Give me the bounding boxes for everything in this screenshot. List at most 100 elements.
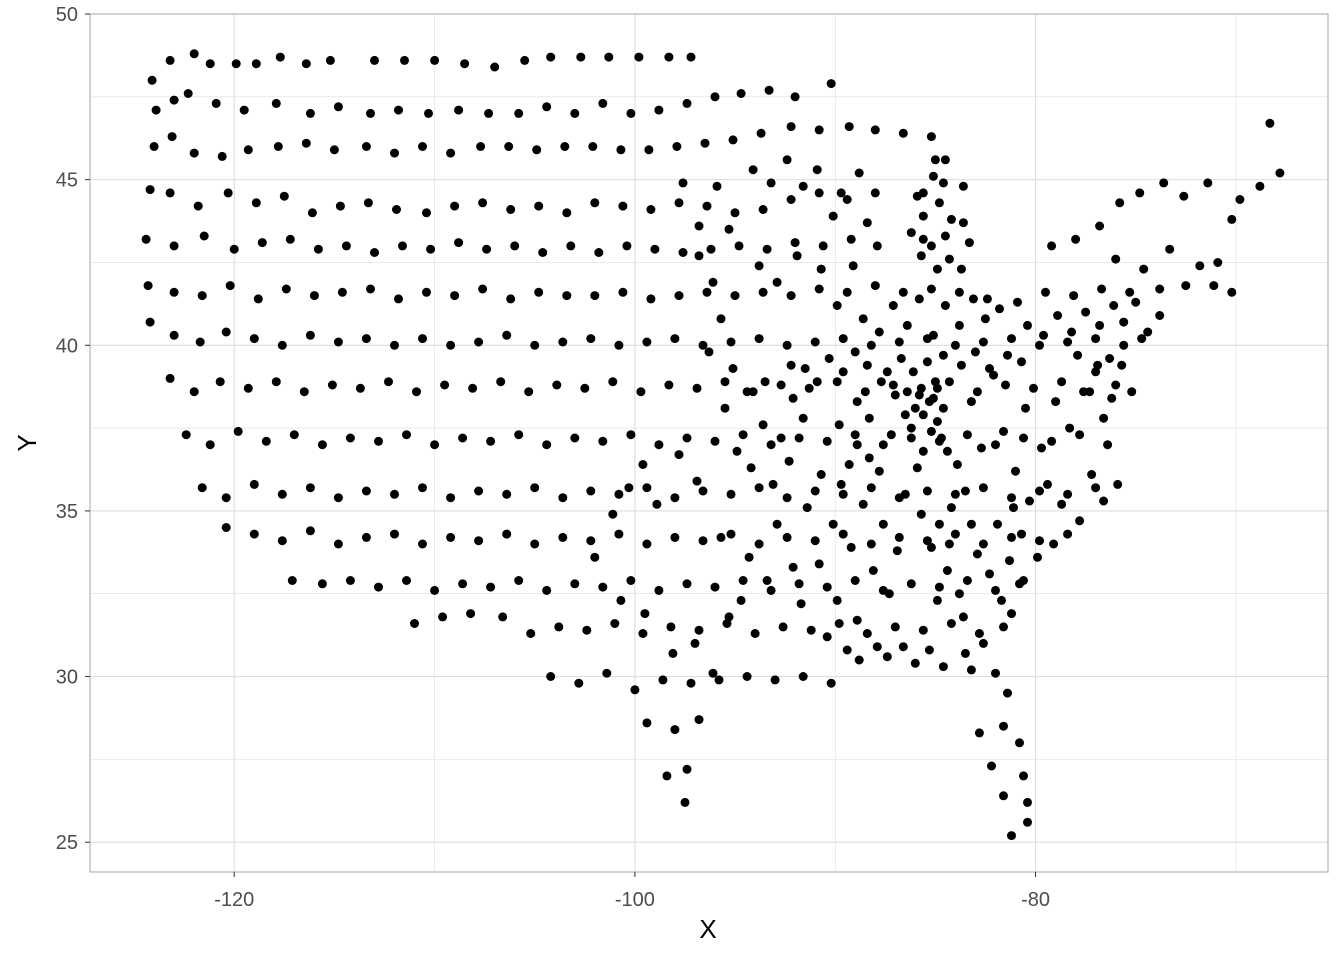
- data-point: [862, 360, 872, 370]
- data-point: [313, 244, 323, 254]
- data-point: [822, 582, 832, 592]
- data-point: [898, 287, 908, 297]
- data-point: [1095, 320, 1105, 330]
- data-point: [402, 430, 411, 440]
- data-point: [710, 92, 720, 102]
- data-point: [1275, 168, 1285, 178]
- data-point: [928, 171, 938, 181]
- data-point: [826, 678, 836, 688]
- data-point: [486, 436, 496, 446]
- data-point: [978, 638, 988, 648]
- data-point: [1091, 334, 1101, 344]
- data-point: [1023, 797, 1032, 807]
- data-point: [189, 387, 199, 397]
- data-point: [221, 493, 231, 503]
- data-point: [720, 377, 730, 387]
- data-point: [394, 294, 403, 304]
- data-point: [570, 579, 580, 589]
- data-point: [878, 519, 888, 529]
- data-point: [746, 463, 756, 473]
- data-point: [333, 539, 343, 549]
- data-point: [570, 433, 580, 443]
- data-point: [666, 622, 676, 632]
- data-point: [361, 334, 371, 344]
- data-point: [832, 377, 842, 387]
- data-point: [239, 105, 249, 115]
- data-point: [333, 337, 343, 347]
- data-point: [702, 287, 712, 297]
- data-point: [918, 446, 928, 456]
- data-point: [754, 539, 764, 549]
- data-point: [482, 244, 492, 254]
- data-point: [458, 433, 468, 443]
- plot-background: [90, 14, 1328, 872]
- data-point: [478, 198, 488, 208]
- data-point: [223, 188, 233, 198]
- data-point: [834, 619, 844, 628]
- data-point: [558, 337, 568, 347]
- data-point: [788, 393, 798, 403]
- data-point: [1179, 191, 1189, 201]
- data-point: [1049, 539, 1059, 549]
- data-point: [900, 410, 910, 420]
- data-point: [145, 185, 155, 195]
- data-point: [954, 287, 964, 297]
- data-point: [1035, 486, 1044, 496]
- data-point: [1007, 831, 1016, 841]
- data-point: [650, 244, 660, 254]
- data-point: [932, 417, 942, 426]
- data-point: [1019, 433, 1028, 443]
- data-point: [1131, 297, 1141, 307]
- data-point: [361, 142, 371, 151]
- data-point: [902, 387, 912, 397]
- data-point: [706, 244, 716, 254]
- data-point: [872, 642, 882, 652]
- data-point: [654, 585, 664, 595]
- data-point: [772, 277, 782, 287]
- data-point: [576, 52, 586, 62]
- data-point: [956, 264, 966, 274]
- data-point: [418, 483, 427, 493]
- data-point: [307, 208, 317, 218]
- data-point: [708, 277, 718, 287]
- data-point: [370, 248, 379, 257]
- data-point: [634, 52, 644, 62]
- data-point: [760, 377, 770, 387]
- data-point: [355, 383, 365, 393]
- data-point: [906, 423, 916, 433]
- data-point: [972, 549, 982, 559]
- data-point: [646, 205, 656, 214]
- data-point: [802, 503, 812, 513]
- data-point: [754, 261, 764, 271]
- data-point: [271, 377, 281, 387]
- data-point: [982, 294, 992, 304]
- data-point: [926, 132, 936, 142]
- data-point: [968, 294, 978, 304]
- data-point: [694, 715, 704, 725]
- data-point: [197, 291, 207, 301]
- data-point: [742, 672, 752, 681]
- data-point: [1111, 380, 1121, 390]
- data-point: [183, 89, 193, 98]
- data-point: [786, 195, 796, 204]
- data-point: [1035, 536, 1044, 546]
- data-point: [870, 188, 880, 198]
- data-point: [490, 62, 500, 72]
- data-point: [692, 383, 702, 393]
- data-point: [273, 142, 283, 151]
- data-point: [642, 718, 652, 728]
- data-point: [1095, 221, 1105, 231]
- data-point: [936, 433, 946, 443]
- data-point: [538, 248, 548, 257]
- data-point: [287, 576, 297, 585]
- data-point: [956, 360, 966, 370]
- data-point: [430, 55, 440, 65]
- data-point: [1017, 357, 1026, 367]
- data-point: [674, 450, 684, 460]
- data-point: [958, 181, 968, 191]
- data-point: [450, 201, 460, 211]
- data-point: [474, 486, 484, 496]
- data-point: [1115, 198, 1125, 208]
- data-point: [1181, 281, 1191, 291]
